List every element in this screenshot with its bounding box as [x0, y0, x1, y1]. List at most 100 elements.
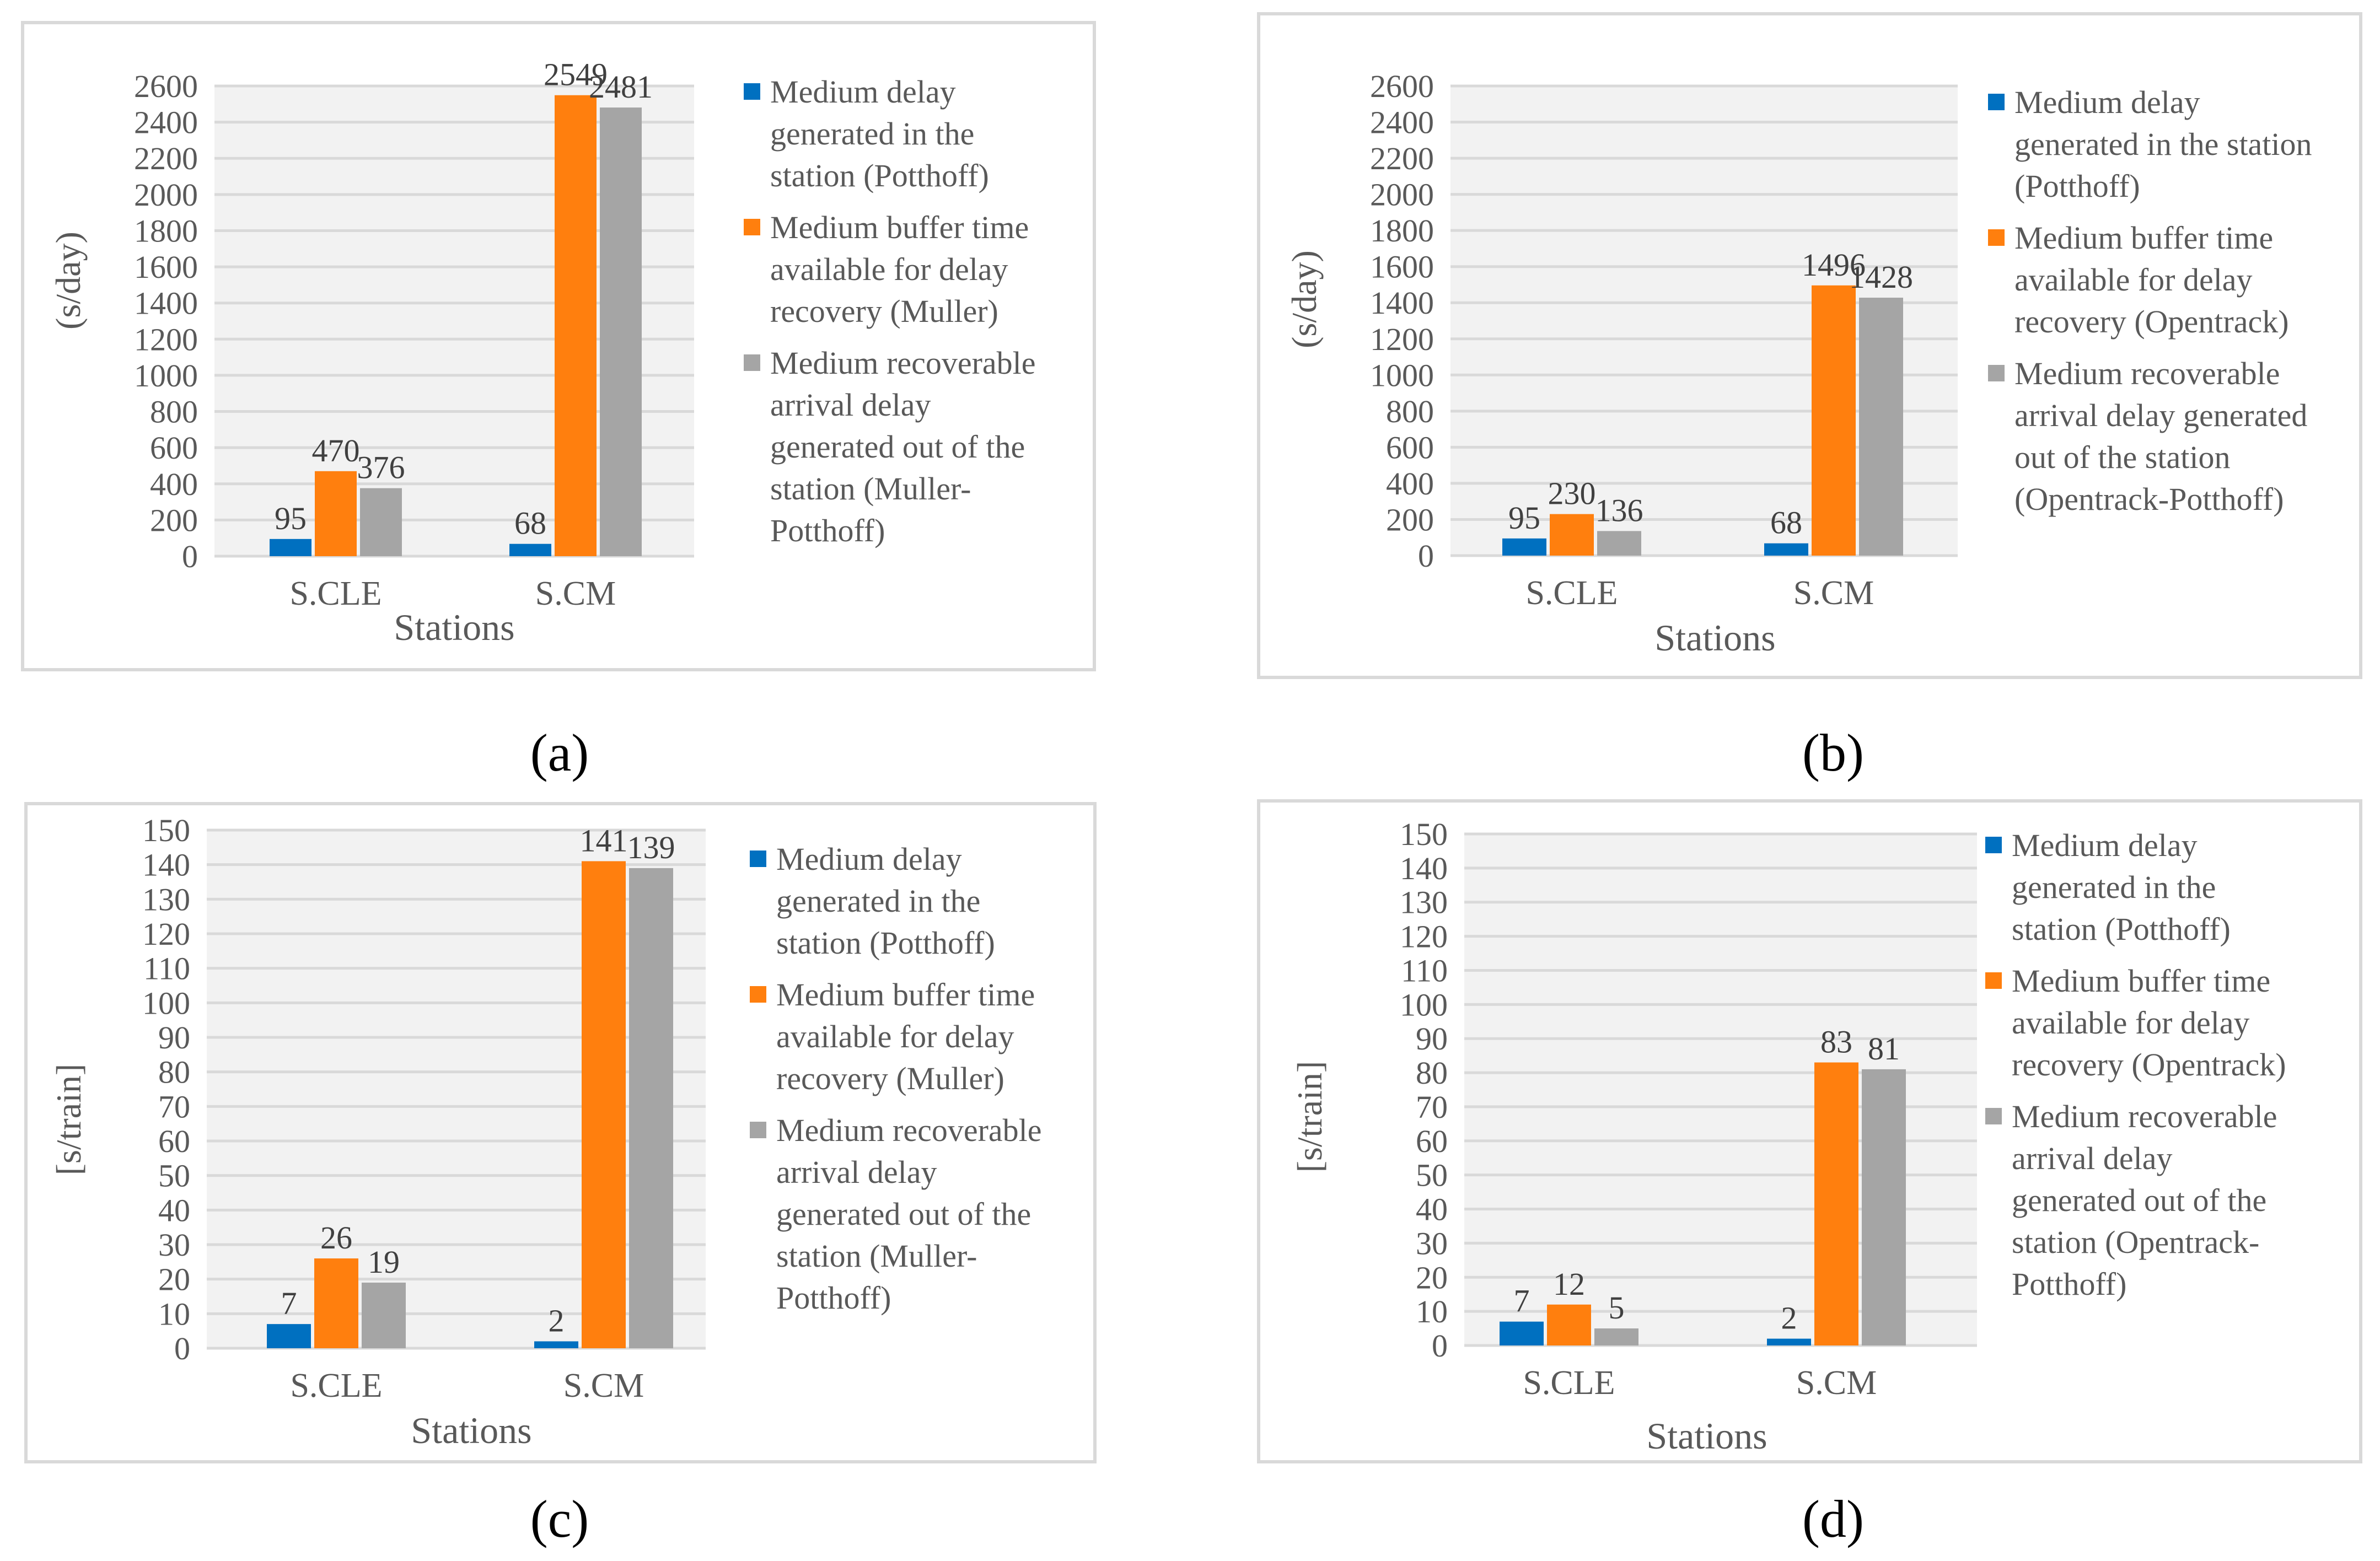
y-tick-label: 800 — [150, 394, 198, 430]
legend-swatch-blue — [1985, 837, 2002, 853]
bar — [315, 471, 357, 556]
y-tick-label: 400 — [1386, 466, 1434, 502]
bar — [270, 539, 311, 556]
y-tick-label: 40 — [158, 1192, 190, 1228]
data-label: 139 — [627, 830, 675, 865]
y-tick-label: 2200 — [1370, 141, 1434, 176]
chart-panel-a: 0 200 400 600 800 1000 1200 1400 1600 1800 2000 220… — [21, 21, 1096, 671]
data-label: 1428 — [1849, 259, 1913, 295]
y-axis-label-d: [s/train] — [1290, 1061, 1329, 1173]
legend-line: Medium recoverable — [2014, 356, 2280, 391]
y-tick-label: 200 — [1386, 502, 1434, 537]
legend-line: station (Potthoff) — [2012, 911, 2231, 947]
legend-swatch-gray — [1985, 1108, 2002, 1124]
legend-line: station (Muller- — [776, 1238, 977, 1274]
legend-swatch-blue — [1988, 94, 2005, 110]
data-label: 2481 — [589, 69, 653, 105]
legend-swatch-gray — [1988, 365, 2005, 381]
legend-line: generated out of the — [770, 429, 1025, 465]
bar — [534, 1341, 578, 1348]
bar — [509, 543, 551, 556]
data-label: 5 — [1609, 1290, 1625, 1326]
y-axis-label-b: (s/day) — [1285, 250, 1324, 348]
y-tick-label: 1600 — [1370, 249, 1434, 285]
bar — [1812, 285, 1856, 556]
data-label: 83 — [1820, 1024, 1852, 1060]
bar — [582, 861, 626, 1348]
y-tick-label: 50 — [1416, 1158, 1448, 1193]
data-label: 81 — [1868, 1031, 1900, 1067]
bar — [1764, 543, 1808, 556]
y-tick-label: 2400 — [1370, 105, 1434, 141]
y-tick-label: 100 — [1400, 987, 1448, 1022]
bar — [1500, 1321, 1544, 1345]
legend-item-series-2: Medium buffer time available for delay r… — [1988, 217, 2357, 343]
bar — [629, 868, 673, 1348]
y-tick-label: 140 — [142, 847, 190, 883]
y-tick-label: 1800 — [134, 213, 198, 249]
legend-swatch-orange — [1988, 229, 2005, 246]
x-tick-label: S.CM — [1796, 1364, 1877, 1402]
y-tick-label: 70 — [158, 1089, 190, 1124]
legend-item-series-3: Medium recoverable arrival delay generat… — [750, 1110, 1097, 1319]
bar — [362, 1282, 406, 1348]
data-label: 136 — [1595, 492, 1643, 528]
y-tick-label: 1200 — [134, 321, 198, 357]
y-tick-label: 1000 — [134, 358, 198, 394]
chart-plot-a: 0200400600800100012001400160018002000220… — [134, 57, 694, 612]
legend-line: recovery (Muller) — [770, 293, 998, 329]
y-tick-label: 1400 — [134, 286, 198, 321]
y-tick-label: 1000 — [1370, 357, 1434, 393]
legend-item-series-3: Medium recoverable arrival delay generat… — [744, 342, 1091, 552]
data-label: 26 — [320, 1220, 352, 1256]
y-tick-label: 10 — [158, 1296, 190, 1332]
data-label: 376 — [357, 450, 405, 486]
x-tick-label: S.CM — [1793, 574, 1874, 612]
y-tick-label: 800 — [1386, 394, 1434, 429]
y-tick-label: 10 — [1416, 1294, 1448, 1329]
legend-line: generated out of the — [776, 1196, 1031, 1232]
y-tick-label: 80 — [158, 1054, 190, 1090]
x-tick-label: S.CLE — [1525, 574, 1618, 612]
y-tick-label: 600 — [150, 430, 198, 466]
legend-line: Medium delay — [2014, 84, 2200, 120]
bar — [1859, 298, 1903, 556]
legend-line: Medium recoverable — [770, 345, 1036, 381]
y-tick-label: 400 — [150, 466, 198, 502]
legend-line: Medium delay — [770, 74, 956, 110]
y-tick-label: 130 — [1400, 885, 1448, 921]
bar — [1862, 1069, 1906, 1345]
y-tick-label: 1400 — [1370, 285, 1434, 321]
y-tick-label: 50 — [158, 1158, 190, 1194]
legend-c: Medium delay generated in the station (P… — [750, 838, 1097, 1319]
legend-swatch-orange — [744, 219, 760, 235]
y-tick-label: 200 — [150, 502, 198, 538]
y-tick-label: 150 — [142, 812, 190, 848]
legend-item-series-3: Medium recoverable arrival delay generat… — [1985, 1096, 2355, 1305]
y-tick-label: 60 — [1416, 1123, 1448, 1159]
legend-swatch-gray — [744, 354, 760, 371]
y-tick-label: 100 — [142, 985, 190, 1021]
y-tick-label: 2600 — [134, 68, 198, 104]
legend-d: Medium delay generated in the station (P… — [1985, 825, 2355, 1305]
y-tick-label: 90 — [158, 1020, 190, 1056]
x-tick-label: S.CM — [563, 1367, 644, 1404]
data-label: 230 — [1548, 476, 1596, 512]
data-label: 7 — [281, 1285, 297, 1321]
x-axis-label-c: Stations — [411, 1409, 532, 1451]
data-label: 141 — [580, 822, 628, 858]
legend-line: Medium delay — [776, 841, 962, 877]
legend-line: Medium buffer time — [2014, 220, 2274, 256]
y-tick-label: 60 — [158, 1123, 190, 1159]
y-tick-label: 40 — [1416, 1192, 1448, 1228]
data-label: 95 — [1508, 500, 1540, 536]
legend-line: station (Muller- — [770, 471, 971, 507]
data-label: 68 — [1770, 505, 1802, 541]
y-tick-label: 1600 — [134, 249, 198, 285]
legend-swatch-gray — [750, 1122, 766, 1138]
legend-line: (Opentrack-Potthoff) — [2014, 481, 2284, 517]
y-tick-label: 600 — [1386, 429, 1434, 465]
y-tick-label: 0 — [174, 1331, 190, 1366]
bar — [1502, 538, 1546, 556]
legend-line: available for delay — [2014, 262, 2253, 298]
